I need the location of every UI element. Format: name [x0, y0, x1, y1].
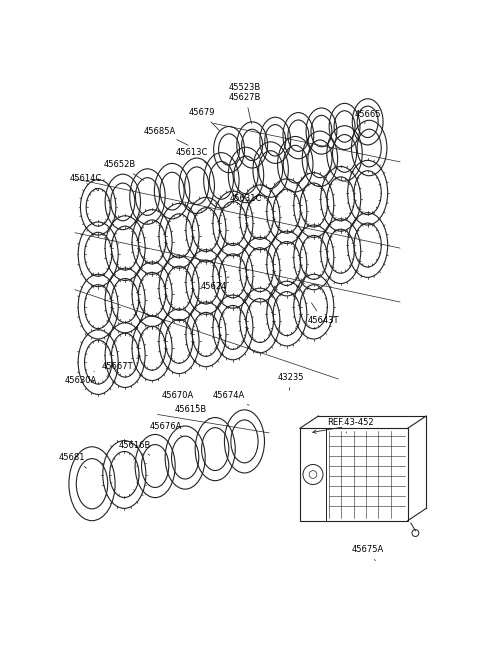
Text: 45630A: 45630A	[65, 371, 97, 385]
Text: 45676A: 45676A	[150, 422, 183, 437]
Text: 45613C: 45613C	[176, 148, 208, 165]
Text: 45616B: 45616B	[119, 441, 151, 455]
Text: 45665: 45665	[354, 110, 381, 123]
Text: 45675A: 45675A	[351, 545, 384, 561]
Text: 45614C: 45614C	[70, 174, 102, 191]
Text: 45667T: 45667T	[102, 357, 140, 371]
Text: 45685A: 45685A	[144, 127, 188, 145]
Text: 45615B: 45615B	[174, 405, 210, 419]
Text: 45670A: 45670A	[162, 392, 198, 405]
Bar	[300, 428, 408, 521]
Text: 43235: 43235	[277, 373, 304, 390]
Text: 45523B
45627B: 45523B 45627B	[228, 83, 261, 124]
Text: 45624: 45624	[201, 277, 229, 291]
Text: 45652B: 45652B	[104, 161, 144, 180]
Text: 45631C: 45631C	[230, 194, 262, 203]
Text: 45674A: 45674A	[213, 392, 249, 405]
Text: REF.43-452: REF.43-452	[328, 418, 374, 433]
Text: 45643T: 45643T	[307, 303, 339, 325]
Text: 45681: 45681	[59, 453, 87, 468]
Text: 45679: 45679	[189, 108, 219, 131]
